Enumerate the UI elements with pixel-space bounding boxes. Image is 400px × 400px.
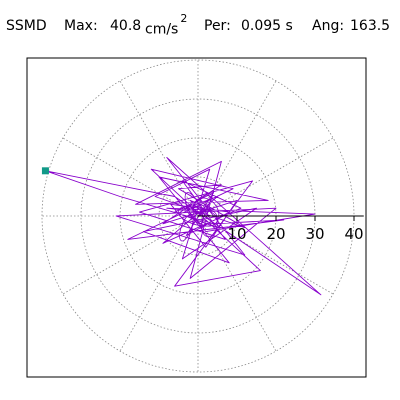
orbit-loop (193, 194, 211, 214)
grid-spoke (119, 215, 199, 352)
orbit-trace (45, 157, 322, 296)
per-label: Per: (204, 18, 231, 34)
ang-value: 163.5 (350, 18, 391, 34)
grid-spoke (197, 215, 277, 352)
peak-marker (41, 167, 49, 175)
max-unit: cm/s2 (145, 12, 187, 38)
grid-spoke (119, 80, 199, 217)
max-value: 40.8 (110, 18, 142, 34)
orbit-loop (192, 197, 220, 227)
orbit-loop (201, 210, 219, 238)
max-unit-exponent: 2 (180, 12, 188, 25)
ang-label: Ang: (312, 18, 345, 34)
radial-tick-label: 20 (266, 225, 285, 243)
per-value: 0.095 s (241, 18, 293, 34)
orbit-loop (179, 214, 194, 242)
radial-tick-label: 10 (227, 225, 246, 243)
grid-spoke (197, 137, 334, 217)
component-label: SSMD (6, 18, 47, 34)
max-label: Max: (64, 18, 98, 34)
max-unit-text: cm/s (145, 21, 179, 38)
grid-spoke (62, 215, 199, 295)
axis-layer: 10 20 30 40 (198, 215, 364, 243)
radial-tick-label: 30 (305, 225, 324, 243)
trace-layer (41, 157, 322, 296)
plot-frame (26, 57, 367, 378)
radial-tick-label: 40 (344, 225, 363, 243)
